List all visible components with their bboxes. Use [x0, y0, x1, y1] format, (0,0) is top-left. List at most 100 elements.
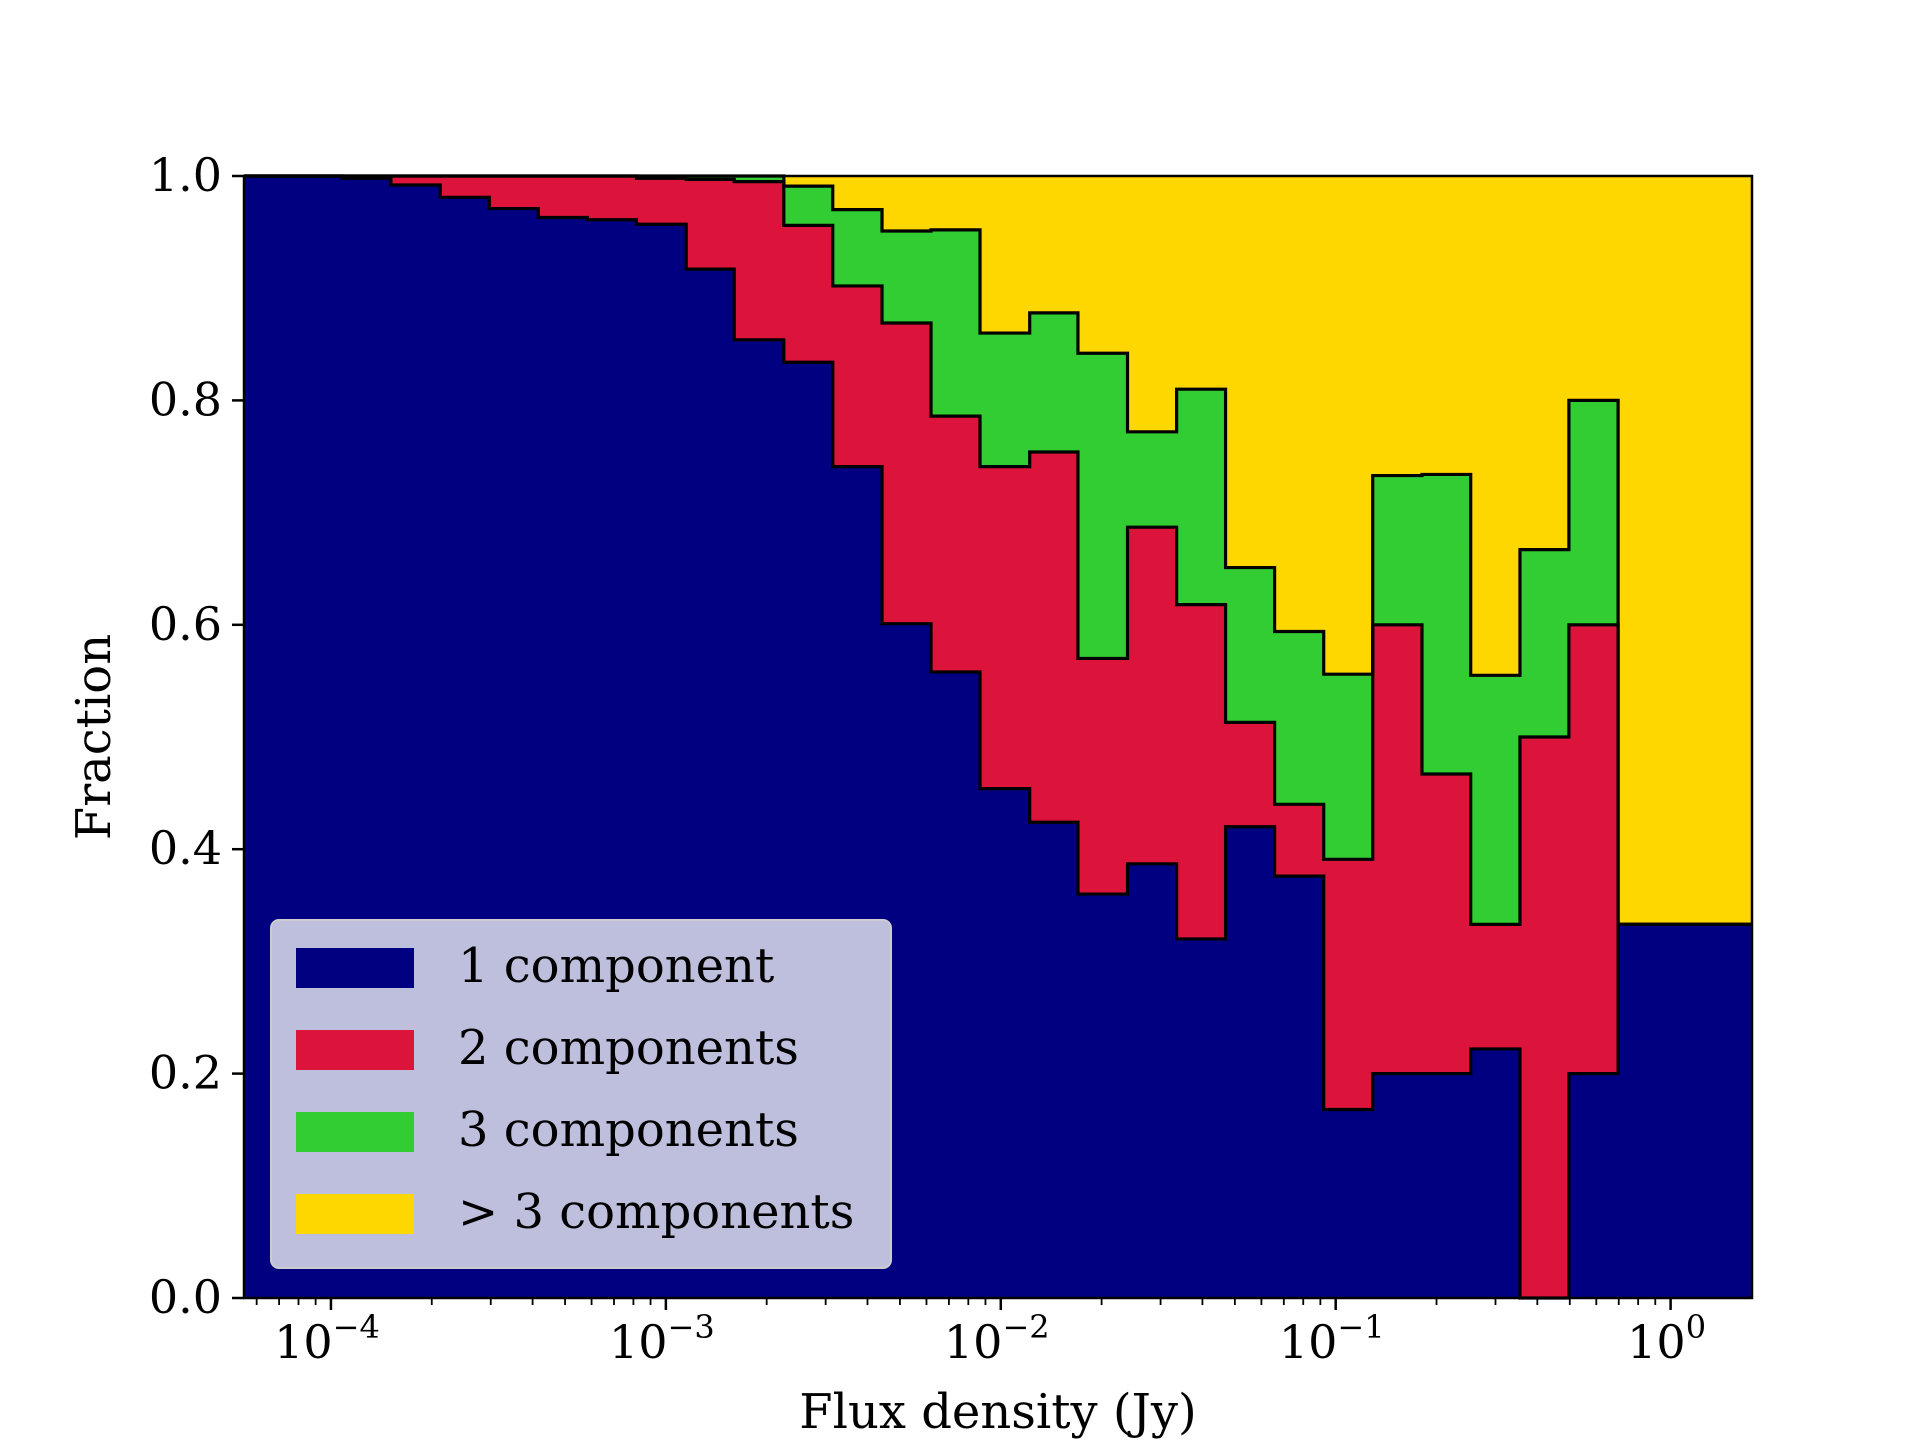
bar-2-25	[1421, 773, 1472, 1074]
y-axis-label: Fraction	[66, 634, 122, 840]
x-minor-ticks	[255, 1298, 1657, 1305]
bar-1-15	[930, 671, 981, 1299]
legend-label-4: > 3 components	[458, 1184, 854, 1240]
bar-1-31	[1716, 924, 1753, 1299]
bar-4-28	[1568, 175, 1620, 401]
bar-4-25	[1421, 175, 1472, 475]
bar-3-26	[1470, 674, 1521, 925]
bar-2-10	[685, 179, 736, 270]
bar-2-27	[1519, 736, 1570, 1299]
bar-3-16	[979, 332, 1031, 467]
bar-4-17	[1029, 175, 1079, 314]
y-tick-label-4: 0.6	[149, 597, 222, 651]
y-tick-label-3: 0.4	[149, 821, 222, 875]
bar-1-23	[1323, 1109, 1374, 1299]
bar-2-14	[881, 322, 932, 624]
bar-1-21	[1225, 826, 1276, 1299]
bar-4-15	[930, 175, 981, 231]
bar-2-17	[1029, 451, 1079, 823]
y-tick-label-1: 0.0	[149, 1270, 222, 1324]
bar-3-22	[1274, 631, 1325, 805]
bar-3-20	[1176, 388, 1227, 605]
bar-3-15	[930, 229, 981, 417]
bar-3-21	[1225, 567, 1276, 723]
bar-4-31	[1716, 175, 1753, 925]
bar-4-21	[1225, 175, 1276, 568]
bar-1-18	[1077, 893, 1129, 1299]
bar-4-16	[979, 175, 1031, 334]
legend: 1 component 2 components 3 components > 3 c…	[270, 919, 892, 1269]
bar-1-22	[1274, 875, 1325, 1299]
bar-2-19	[1127, 526, 1178, 865]
bar-1-20	[1176, 938, 1227, 1299]
bar-4-14	[881, 175, 932, 232]
x-tick-label-4: 10−1	[1279, 1308, 1385, 1369]
y-tick-label-6: 1.0	[149, 148, 222, 202]
bar-3-17	[1029, 312, 1079, 453]
bar-4-20	[1176, 175, 1227, 390]
bar-2-22	[1274, 804, 1325, 877]
x-axis-label: Flux density (Jy)	[799, 1384, 1196, 1440]
bar-4-13	[832, 175, 883, 210]
bar-2-11	[733, 181, 785, 341]
legend-swatch-1	[296, 948, 414, 988]
bar-2-7	[537, 175, 589, 218]
bar-1-19	[1127, 863, 1178, 1299]
bar-2-8	[587, 175, 638, 221]
bar-4-24	[1372, 175, 1423, 476]
bar-2-20	[1176, 604, 1227, 940]
bar-3-28	[1568, 400, 1620, 626]
bar-1-28	[1568, 1073, 1620, 1299]
bar-3-12	[783, 185, 834, 226]
series-1-boundary	[244, 174, 1752, 1300]
bar-3-27	[1519, 549, 1570, 738]
bar-2-12	[783, 225, 834, 363]
legend-swatch-4	[296, 1194, 414, 1234]
bar-2-28	[1568, 624, 1620, 1074]
bar-4-19	[1127, 175, 1178, 433]
legend-label-2: 2 components	[458, 1020, 799, 1076]
bar-1-17	[1029, 821, 1079, 1299]
bar-2-21	[1225, 722, 1276, 828]
bar-4-29	[1617, 175, 1669, 925]
bar-3-18	[1077, 352, 1129, 659]
bar-2-18	[1077, 658, 1129, 895]
bar-1-30	[1666, 924, 1718, 1299]
y-tick-label-2: 0.2	[149, 1046, 222, 1100]
bar-4-30	[1666, 175, 1718, 925]
bar-1-24	[1372, 1073, 1423, 1299]
legend-swatch-3	[296, 1112, 414, 1152]
x-tick-label-5: 100	[1627, 1308, 1706, 1369]
bar-4-18	[1077, 175, 1129, 354]
x-axis: 10−4 10−3 10−2 10−1 100	[255, 1298, 1706, 1369]
bar-3-24	[1372, 475, 1423, 626]
bar-1-25	[1421, 1073, 1472, 1299]
bar-2-26	[1470, 924, 1521, 1050]
bar-1-26	[1470, 1048, 1521, 1299]
bar-3-13	[832, 209, 883, 287]
bar-2-5	[439, 175, 491, 198]
bar-3-14	[881, 230, 932, 324]
bar-2-6	[488, 175, 540, 209]
bar-3-19	[1127, 431, 1178, 528]
bar-2-24	[1372, 624, 1423, 1074]
bar-4-26	[1470, 175, 1521, 676]
bar-2-16	[979, 466, 1031, 789]
axes-frame	[242, 174, 1754, 1300]
bar-3-23	[1323, 673, 1374, 860]
bar-4-22	[1274, 175, 1325, 632]
legend-label-3: 3 components	[458, 1102, 799, 1158]
x-tick-label-3: 10−2	[944, 1308, 1050, 1369]
bar-3-25	[1421, 474, 1472, 775]
bar-2-15	[930, 415, 981, 673]
bar-2-9	[636, 177, 688, 225]
series-2-fill	[341, 175, 1620, 1299]
legend-swatch-2	[296, 1030, 414, 1070]
y-axis: 0.0 0.2 0.4 0.6 0.8 1.0	[149, 148, 244, 1324]
x-tick-label-2: 10−3	[609, 1308, 715, 1369]
x-tick-label-1: 10−4	[274, 1308, 380, 1369]
series-4-fill	[783, 175, 1753, 925]
bar-4-27	[1519, 175, 1570, 550]
legend-frame	[270, 919, 892, 1269]
